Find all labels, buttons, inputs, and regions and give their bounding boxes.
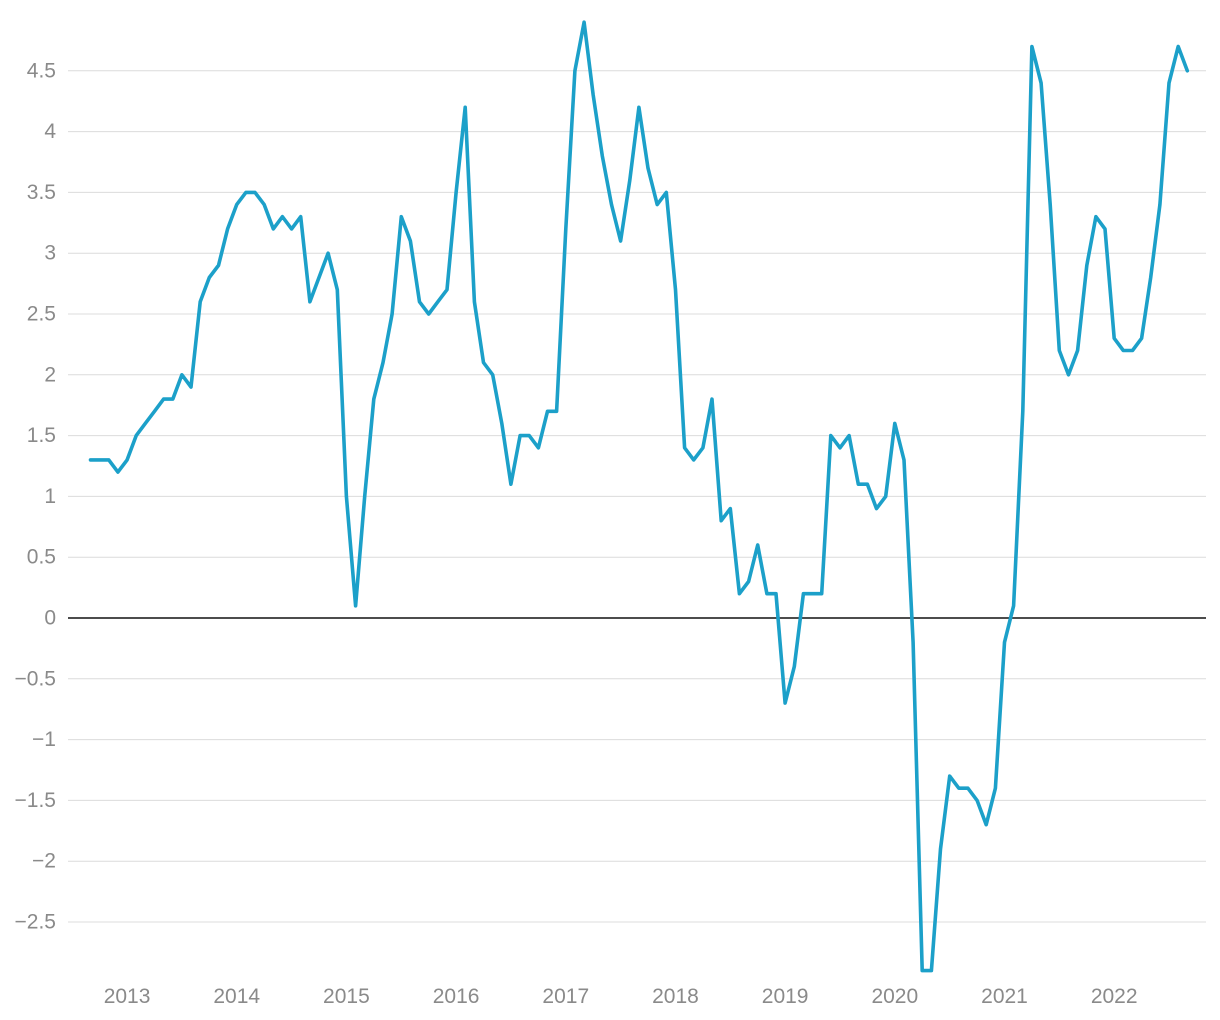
gridlines [68,70,1206,923]
y-tick-label: 0 [44,607,56,630]
y-tick-label: 3 [44,242,56,265]
y-tick-label: 2 [44,363,56,386]
x-tick-label: 2017 [542,985,589,1008]
y-tick-label: 4 [44,120,56,143]
y-tick-label: −1.5 [15,789,56,812]
series-layer [88,20,1190,973]
y-tick-label: 1.5 [27,424,56,447]
y-tick-label: 0.5 [27,546,56,569]
y-axis-tick-labels: 4.5 4 3.5 3 2.5 2 1.5 1 0.5 0 −0.5 −1 −1.5 −2 −2.5 [15,59,57,933]
x-tick-label: 2016 [433,985,480,1008]
x-tick-label: 2021 [981,985,1028,1008]
series-line [88,20,1190,973]
x-tick-label: 2014 [213,985,260,1008]
y-tick-label: −2.5 [15,911,56,934]
y-tick-label: −0.5 [15,667,56,690]
y-tick-label: 1 [44,485,56,508]
y-tick-label: 2.5 [27,303,56,326]
y-tick-label: 3.5 [27,181,56,204]
x-tick-label: 2013 [104,985,151,1008]
x-axis-tick-labels: 2013 2014 2015 2016 2017 2018 2019 2020 2021 2022 [104,985,1138,1008]
y-tick-label: −1 [32,728,56,751]
x-tick-label: 2018 [652,985,699,1008]
x-tick-label: 2019 [762,985,809,1008]
x-tick-label: 2020 [871,985,918,1008]
x-tick-label: 2015 [323,985,370,1008]
x-tick-label: 2022 [1091,985,1138,1008]
y-tick-label: −2 [32,850,56,873]
y-tick-label: 4.5 [27,59,56,82]
